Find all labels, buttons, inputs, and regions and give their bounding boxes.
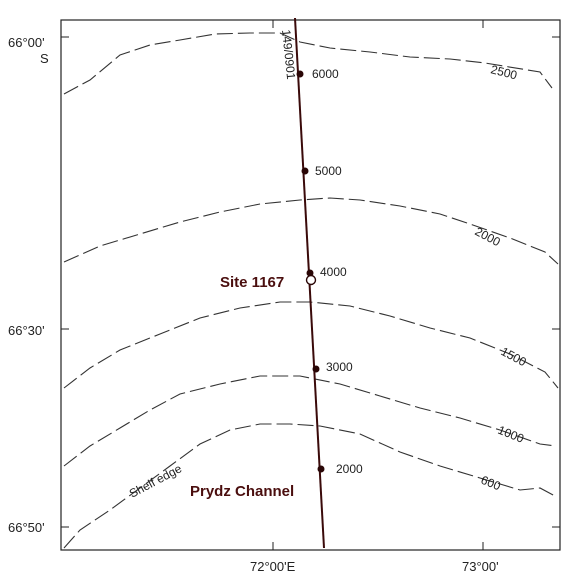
seismic-line-name: 149/0901 — [279, 29, 298, 81]
prydz-channel-label: Prydz Channel — [190, 483, 294, 500]
contour-label-2500: 2500 — [489, 62, 519, 82]
shotpoint-2000-marker — [317, 465, 325, 473]
lon-label-72: 72°00'E — [250, 559, 296, 574]
shotpoint-6000-marker — [296, 70, 304, 78]
contour-label-2000: 2000 — [473, 224, 503, 249]
contour-2500 — [63, 32, 553, 95]
contour-2000 — [63, 197, 559, 265]
contour-label-1000: 1000 — [496, 423, 526, 446]
shotpoint-label-3000: 3000 — [326, 360, 353, 374]
contour-1000 — [63, 375, 557, 467]
shotpoint-label-2000: 2000 — [336, 462, 363, 476]
lat-label-66-50: 66°50' — [8, 520, 45, 535]
lat-label-66-00: 66°00' — [8, 35, 45, 50]
lat-label-hemisphere: S — [40, 51, 49, 66]
shotpoint-label-5000: 5000 — [315, 164, 342, 178]
shotpoint-label-6000: 6000 — [312, 67, 339, 81]
shotpoint-5000-marker — [301, 167, 309, 175]
site-marker — [305, 274, 317, 286]
shelf-edge-label: Shelf edge — [127, 461, 185, 500]
shotpoint-3000-marker — [312, 365, 320, 373]
lat-label-66-30: 66°30' — [8, 323, 45, 338]
contour-600 — [63, 423, 556, 549]
shotpoint-4000-marker — [306, 269, 314, 277]
lon-label-73: 73°00' — [462, 559, 499, 574]
map-frame — [60, 19, 561, 551]
site-label: Site 1167 — [220, 274, 284, 291]
contour-label-600: 600 — [479, 473, 503, 494]
shotpoint-label-4000: 4000 — [320, 265, 347, 279]
contour-label-1500: 1500 — [499, 344, 529, 369]
